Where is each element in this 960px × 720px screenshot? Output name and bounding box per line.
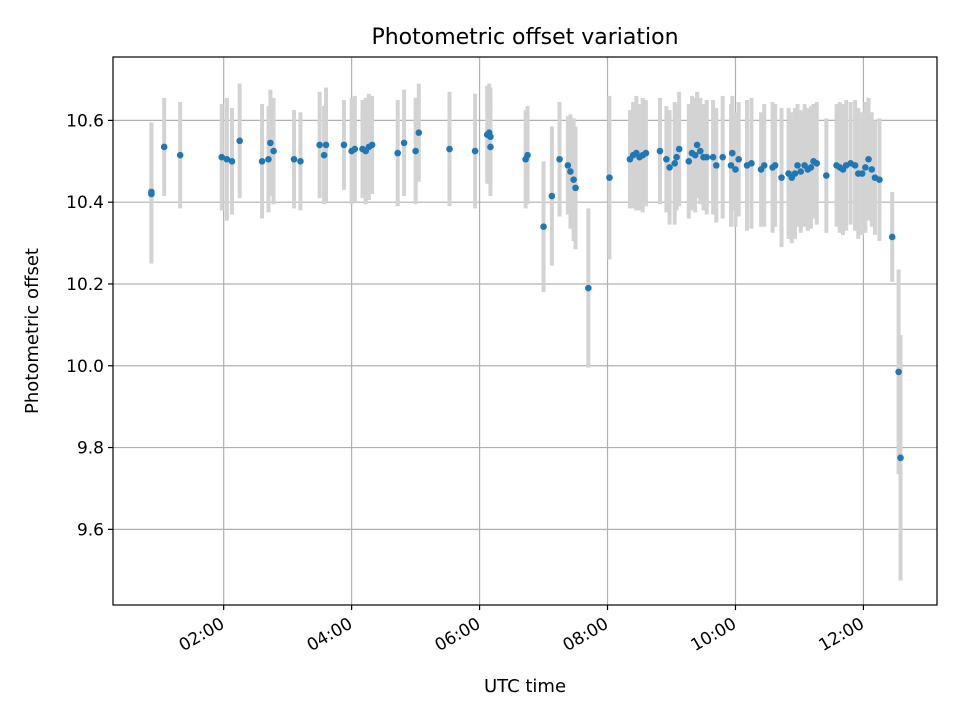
data-point xyxy=(876,176,883,183)
data-point xyxy=(656,147,664,155)
data-points xyxy=(148,129,904,462)
data-point xyxy=(176,151,184,159)
data-point xyxy=(732,166,739,173)
data-point xyxy=(572,184,579,192)
data-point xyxy=(748,160,755,167)
data-point xyxy=(663,155,670,163)
data-point xyxy=(606,174,613,181)
data-point xyxy=(585,284,592,292)
data-point xyxy=(487,133,494,141)
data-point xyxy=(322,141,330,149)
data-point xyxy=(223,155,231,163)
data-point xyxy=(666,164,673,171)
data-point xyxy=(567,168,574,175)
data-point xyxy=(297,157,304,165)
data-point xyxy=(351,145,359,153)
data-point xyxy=(735,155,742,163)
data-point xyxy=(696,147,704,155)
y-axis-label: Photometric offset xyxy=(22,248,43,414)
data-point xyxy=(771,162,779,169)
data-point xyxy=(858,170,866,177)
y-tick-label: 10.0 xyxy=(66,357,104,377)
data-point xyxy=(446,145,453,153)
data-point xyxy=(778,174,785,181)
data-point xyxy=(703,153,710,161)
data-point xyxy=(160,143,168,151)
data-point xyxy=(794,162,801,169)
data-point xyxy=(290,155,298,163)
y-tick-label: 9.6 xyxy=(77,520,104,540)
data-point xyxy=(524,151,531,159)
y-tick-label: 10.2 xyxy=(66,275,104,295)
data-point xyxy=(148,188,155,196)
data-point xyxy=(570,176,577,183)
y-tick-label: 10.6 xyxy=(66,111,104,131)
data-point xyxy=(813,160,821,167)
chart-title: Photometric offset variation xyxy=(371,25,678,50)
data-point xyxy=(564,162,572,169)
data-point xyxy=(851,162,859,169)
data-point xyxy=(685,157,693,165)
data-point xyxy=(797,168,805,175)
data-point xyxy=(316,141,323,149)
data-point xyxy=(719,153,726,161)
data-point xyxy=(394,149,401,157)
data-point xyxy=(728,149,736,157)
data-point xyxy=(412,147,419,155)
data-point xyxy=(712,162,720,169)
x-axis-label: UTC time xyxy=(484,676,566,697)
data-point xyxy=(487,143,494,151)
data-point xyxy=(888,233,896,241)
data-point xyxy=(270,147,277,155)
data-point xyxy=(368,141,376,149)
data-point xyxy=(671,160,679,167)
data-point xyxy=(265,155,272,163)
data-point xyxy=(340,141,348,149)
data-point xyxy=(868,166,876,173)
data-point xyxy=(218,153,226,161)
plot-frame xyxy=(112,56,938,606)
data-point xyxy=(471,147,479,155)
data-point xyxy=(807,164,815,171)
data-point xyxy=(400,139,408,147)
data-point xyxy=(862,164,869,171)
data-point xyxy=(727,162,735,169)
data-point xyxy=(673,153,680,161)
data-point xyxy=(709,153,717,161)
data-point xyxy=(415,129,423,136)
data-point xyxy=(267,139,274,147)
data-point xyxy=(540,223,547,231)
data-point xyxy=(258,157,266,165)
data-point xyxy=(823,172,830,179)
data-point xyxy=(548,192,556,200)
y-axis-ticks: 9.6 9.8 10.0 10.2 10.4 10.6 xyxy=(66,111,113,540)
y-tick-label: 10.4 xyxy=(66,193,104,213)
data-point xyxy=(691,151,699,159)
data-point xyxy=(320,151,328,159)
data-point xyxy=(693,141,701,149)
data-point xyxy=(865,155,872,163)
data-point xyxy=(760,162,768,169)
data-point xyxy=(228,157,236,165)
data-point xyxy=(236,137,243,145)
data-point xyxy=(897,454,904,462)
data-point xyxy=(642,149,650,157)
y-tick-label: 9.8 xyxy=(77,439,104,459)
data-point xyxy=(556,155,563,163)
data-point xyxy=(791,170,799,177)
data-point xyxy=(895,368,902,376)
data-point xyxy=(675,145,683,153)
